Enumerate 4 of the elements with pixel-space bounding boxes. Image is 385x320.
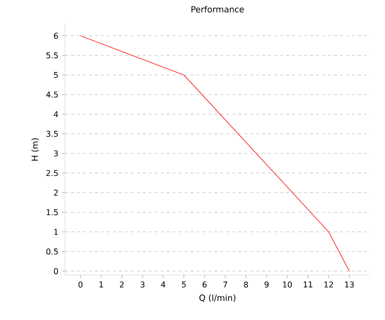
- x-axis-title: Q (l/min): [199, 294, 236, 302]
- y-axis-title: H (m): [31, 138, 39, 161]
- chart-title: Performance: [192, 6, 244, 13]
- line-series: [80, 35, 350, 272]
